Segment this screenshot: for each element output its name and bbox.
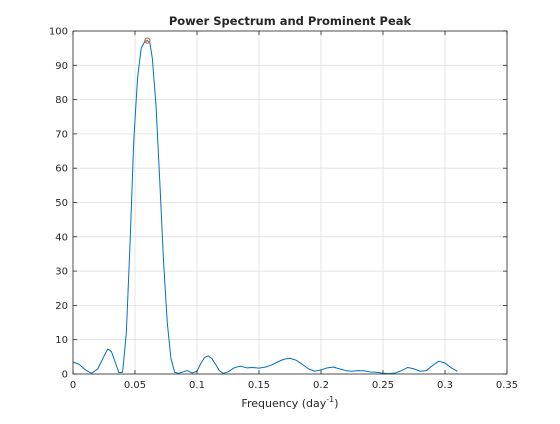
y-tick-labels: 0 10 20 30 40 50 60 70 80 90 100 [49, 27, 68, 381]
x-tick-label: 0 [70, 380, 76, 391]
tick-marks [72, 30, 508, 375]
y-tick-label: 100 [49, 27, 68, 38]
x-tick-label: 0.15 [248, 380, 270, 391]
y-tick-label: 30 [55, 267, 68, 278]
series-layer [72, 40, 458, 375]
x-axis-label: Frequency (day-1) [241, 395, 338, 410]
y-tick-label: 90 [55, 61, 68, 72]
x-tick-label: 0.1 [189, 380, 205, 391]
x-axis-label-superscript: -1 [326, 395, 334, 404]
x-tick-labels: 0 0.05 0.1 0.15 0.2 0.25 0.3 0.35 [70, 380, 518, 391]
x-tick-label: 0.25 [372, 380, 394, 391]
x-tick-label: 0.05 [124, 380, 146, 391]
y-tick-label: 20 [55, 301, 68, 312]
y-tick-label: 60 [55, 164, 68, 175]
y-tick-label: 10 [55, 335, 68, 346]
y-tick-label: 70 [55, 129, 68, 140]
x-tick-label: 0.3 [437, 380, 453, 391]
spectrum-line [72, 40, 458, 375]
y-tick-label: 0 [62, 370, 68, 381]
y-tick-label: 40 [55, 232, 68, 243]
x-axis-label-suffix: ) [334, 397, 338, 410]
peak-marker [144, 37, 151, 44]
chart-title: Power Spectrum and Prominent Peak [169, 14, 412, 28]
y-tick-label: 80 [55, 95, 68, 106]
y-tick-label: 50 [55, 198, 68, 209]
x-tick-label: 0.2 [313, 380, 329, 391]
x-axis-label-main: Frequency (day [241, 397, 326, 410]
peak-marker-layer [144, 37, 151, 44]
x-tick-label: 0.35 [496, 380, 518, 391]
